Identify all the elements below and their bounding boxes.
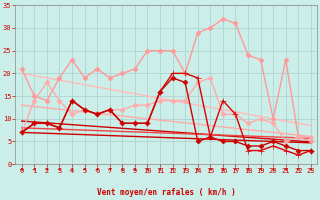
X-axis label: Vent moyen/en rafales ( km/h ): Vent moyen/en rafales ( km/h ) <box>97 188 236 197</box>
